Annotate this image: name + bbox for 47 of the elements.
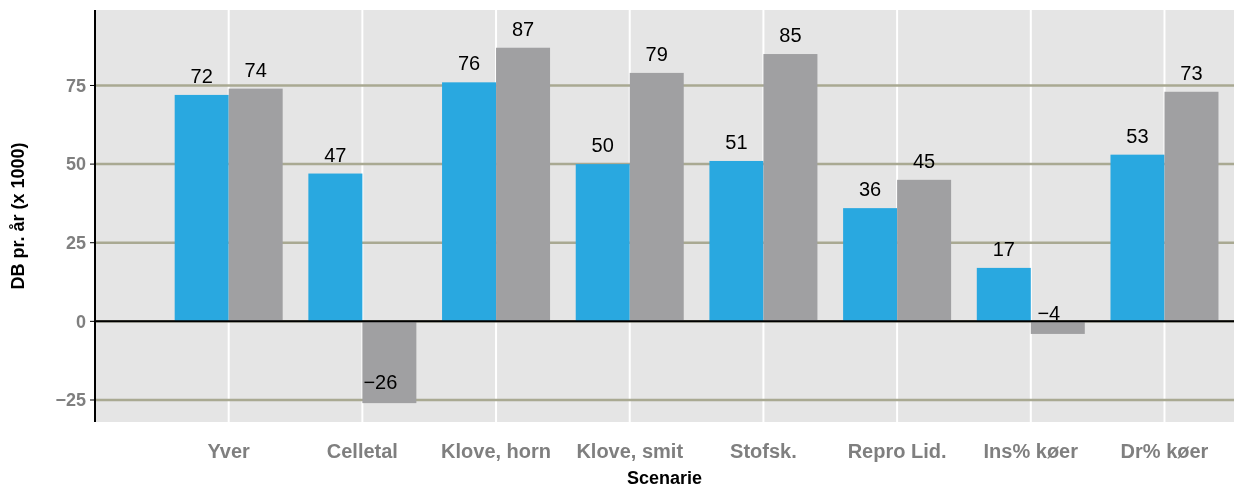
data-label: 47 [324, 143, 347, 166]
x-axis-title: Scenarie [626, 468, 703, 488]
bar [709, 160, 764, 322]
x-tick-label: Stofsk. [730, 440, 797, 462]
bar [897, 179, 952, 322]
y-axis-title: DB pr. år (x 1000) [8, 142, 28, 290]
x-tick-label: Yver [207, 440, 251, 462]
data-label: 51 [725, 130, 748, 153]
y-tick-label: 75 [65, 75, 86, 96]
data-label: 87 [511, 17, 535, 40]
data-label: 72 [190, 64, 213, 87]
bar [763, 54, 818, 322]
x-tick-label: Repro Lid. [847, 440, 947, 462]
data-label: −4 [1037, 301, 1061, 324]
y-tick-label: 50 [65, 154, 86, 175]
data-label: 36 [858, 178, 882, 201]
bar [575, 164, 630, 322]
data-label: 85 [779, 24, 802, 47]
data-label: −26 [363, 371, 398, 394]
bar [442, 82, 497, 322]
data-label: 74 [244, 58, 267, 81]
y-tick-label: 0 [75, 311, 86, 332]
bar [228, 88, 283, 322]
bar [1030, 321, 1085, 334]
bar [843, 208, 898, 322]
bar [629, 72, 684, 322]
data-label: 17 [992, 237, 1015, 260]
bar [976, 267, 1031, 322]
bar [1164, 91, 1219, 322]
bar [362, 321, 417, 404]
bar [174, 94, 229, 322]
bar [308, 173, 363, 322]
x-tick-label: Klove, smit [576, 440, 684, 462]
bar [1110, 154, 1165, 322]
data-label: 79 [645, 42, 668, 65]
data-label: 76 [457, 52, 481, 75]
data-label: 50 [591, 134, 614, 157]
data-label: 73 [1180, 61, 1203, 84]
data-label: 45 [912, 149, 936, 172]
x-tick-label: Klove, horn [441, 440, 552, 462]
x-tick-label: Dr% køer [1120, 440, 1209, 462]
x-tick-label: Ins% køer [983, 440, 1079, 462]
y-tick-label: 25 [65, 233, 86, 254]
data-label: 53 [1126, 124, 1149, 147]
y-tick-label: −25 [55, 390, 86, 411]
bar [496, 47, 551, 322]
x-tick-label: Celletal [326, 440, 398, 462]
